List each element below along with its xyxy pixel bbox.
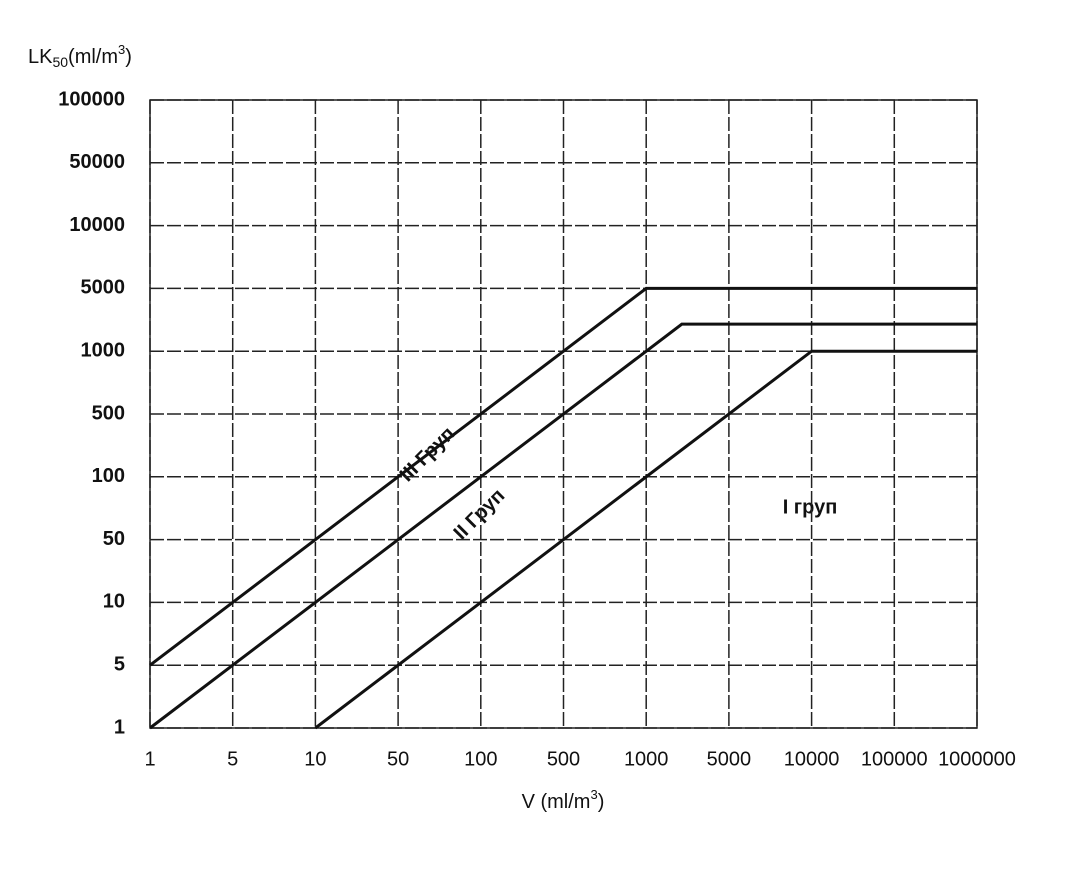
- x-tick-label: 10000: [784, 748, 840, 770]
- y-label-part: ): [125, 46, 132, 68]
- y-tick-label: 50000: [69, 151, 125, 173]
- y-tick-label: 5000: [81, 277, 126, 299]
- x-tick-label: 1000: [624, 748, 669, 770]
- y-axis-label: LK50(ml/m3): [28, 42, 132, 69]
- x-label-part: ): [598, 791, 605, 813]
- x-tick-label: 50: [387, 748, 409, 770]
- y-label-part: 3: [118, 42, 125, 57]
- y-tick-label: 10000: [69, 214, 125, 236]
- y-tick-label: 100: [92, 465, 125, 487]
- y-tick-label: 500: [92, 402, 125, 424]
- x-tick-label: 10: [304, 748, 326, 770]
- y-label-part: (ml/m: [68, 46, 118, 68]
- x-tick-label: 500: [547, 748, 580, 770]
- series-line: [149, 286, 977, 667]
- x-label-part: 3: [590, 787, 597, 802]
- y-tick-label: 50: [103, 528, 125, 550]
- series-line: [314, 349, 977, 730]
- y-tick-label: 5: [114, 653, 125, 675]
- annotation: I груп: [783, 496, 838, 518]
- x-tick-label: 100: [464, 748, 497, 770]
- x-tick-label: 5000: [707, 748, 752, 770]
- x-label-part: V (ml/m: [522, 791, 591, 813]
- x-tick-label: 1000000: [938, 748, 1016, 770]
- y-label-part: 50: [52, 54, 68, 70]
- x-tick-label: 1: [144, 748, 155, 770]
- plot-frame: [149, 99, 978, 729]
- y-tick-label: 1000: [81, 339, 126, 361]
- series-line: [149, 322, 977, 730]
- y-tick-label: 1: [114, 716, 125, 738]
- x-tick-label: 5: [227, 748, 238, 770]
- x-axis-label: V (ml/m3): [522, 787, 605, 813]
- y-tick-label: 100000: [58, 88, 125, 110]
- x-tick-label: 100000: [861, 748, 928, 770]
- y-label-part: LK: [28, 46, 53, 68]
- y-tick-label: 10: [103, 591, 125, 613]
